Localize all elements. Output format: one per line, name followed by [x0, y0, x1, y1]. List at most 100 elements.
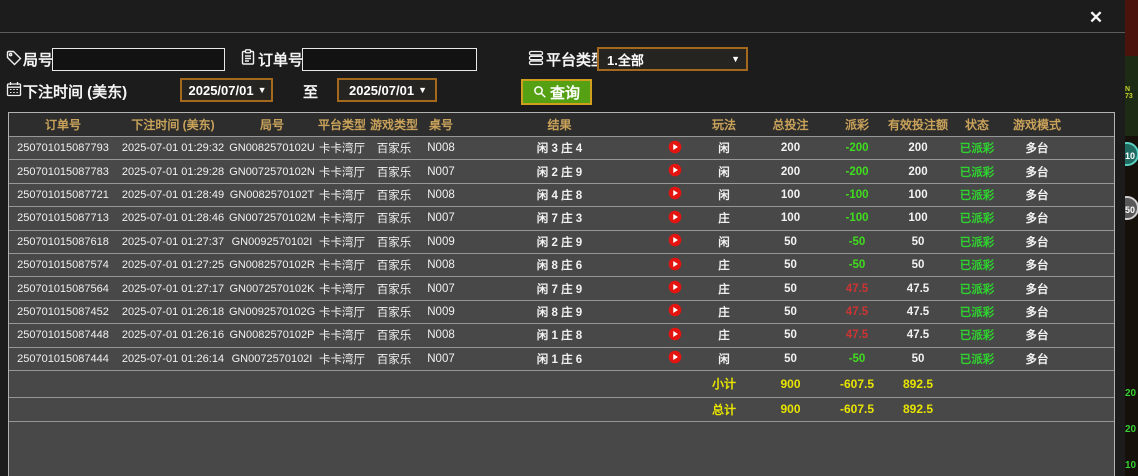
- cell-payout: 47.5: [845, 329, 869, 342]
- cell-game-type: 百家乐: [376, 213, 412, 226]
- cell-valid-bet: 200: [908, 165, 928, 178]
- cell-platform: 卡卡湾厅: [319, 213, 365, 226]
- col-result: 结果: [547, 118, 572, 132]
- cell-game-type: 百家乐: [376, 306, 412, 319]
- play-video-icon[interactable]: [668, 186, 682, 200]
- cell-game-mode: 多台: [1025, 260, 1049, 273]
- cell-total-bet: 50: [784, 259, 797, 272]
- cell-result: 闲 2 庄 9: [536, 166, 583, 179]
- background-olive-block: [1125, 56, 1138, 136]
- play-video-icon[interactable]: [668, 163, 682, 177]
- cell-result: 闲 1 庄 8: [536, 330, 583, 343]
- cell-table-no: N008: [427, 142, 455, 155]
- cell-total-bet: 50: [784, 305, 797, 318]
- cell-game-mode: 多台: [1025, 143, 1049, 156]
- cell-platform: 卡卡湾厅: [319, 236, 365, 249]
- cell-valid-bet: 200: [908, 142, 928, 155]
- cell-table-no: N007: [427, 282, 455, 295]
- query-button[interactable]: 查询: [521, 79, 592, 105]
- col-game-type: 游戏类型: [369, 118, 418, 132]
- cell-payout: 47.5: [845, 305, 869, 318]
- cell-payout: -200: [845, 142, 869, 155]
- close-icon[interactable]: ✕: [1088, 8, 1104, 27]
- cell-total-bet: 50: [784, 352, 797, 365]
- table-row: 250701015087721 2025-07-01 01:28:49 GN00…: [9, 184, 1114, 208]
- cell-order-no: 250701015087452: [17, 305, 109, 318]
- cell-total-bet: 100: [780, 188, 801, 201]
- cell-game-mode: 多台: [1025, 353, 1049, 366]
- cell-payout: -50: [848, 259, 866, 272]
- col-game-no: 局号: [259, 118, 284, 132]
- platform-list-icon: [528, 50, 544, 66]
- cell-play-method: 闲: [718, 353, 730, 366]
- cell-result: 闲 8 庄 9: [536, 306, 583, 319]
- cell-play-method: 庄: [718, 260, 730, 273]
- date-from-select[interactable]: 2025/07/01 ▼: [180, 78, 273, 102]
- date-to-label: 至: [303, 84, 319, 101]
- table-row: 250701015087783 2025-07-01 01:29:28 GN00…: [9, 160, 1114, 184]
- grand-total-payout: -607.5: [839, 402, 875, 417]
- cell-valid-bet: 100: [908, 188, 928, 201]
- cell-platform: 卡卡湾厅: [319, 189, 365, 202]
- grand-total-row: 总计 900 -607.5 892.5: [9, 398, 1114, 422]
- play-video-icon[interactable]: [668, 257, 682, 271]
- play-video-icon[interactable]: [668, 140, 682, 154]
- cell-order-no: 250701015087448: [17, 329, 109, 342]
- game-no-label: 局号: [23, 52, 54, 69]
- chip-50-icon: 50: [1125, 196, 1138, 220]
- col-status: 状态: [964, 118, 989, 132]
- table-row: 250701015087448 2025-07-01 01:26:16 GN00…: [9, 324, 1114, 348]
- cell-order-no: 250701015087793: [17, 142, 109, 155]
- cell-status: 已派彩: [959, 353, 995, 366]
- cell-platform: 卡卡湾厅: [319, 283, 365, 296]
- game-no-input[interactable]: [52, 48, 225, 71]
- cell-game-no: GN0092570102G: [229, 305, 315, 318]
- cell-game-mode: 多台: [1025, 189, 1049, 202]
- col-valid-bet: 有效投注额: [887, 118, 948, 132]
- cell-game-type: 百家乐: [376, 189, 412, 202]
- cell-result: 闲 7 庄 9: [536, 283, 583, 296]
- cell-status: 已派彩: [959, 330, 995, 343]
- subtotal-valid-bet: 892.5: [902, 376, 934, 391]
- platform-type-select[interactable]: 1.全部 ▼: [597, 47, 748, 71]
- cell-status: 已派彩: [959, 143, 995, 156]
- cell-table-no: N009: [427, 305, 455, 318]
- chevron-down-icon: ▼: [731, 54, 740, 64]
- cell-table-no: N008: [427, 259, 455, 272]
- col-total-bet: 总投注: [772, 118, 809, 132]
- play-video-icon[interactable]: [668, 280, 682, 294]
- cell-valid-bet: 47.5: [906, 305, 930, 318]
- table-row: 250701015087574 2025-07-01 01:27:25 GN00…: [9, 254, 1114, 278]
- cell-total-bet: 50: [784, 235, 797, 248]
- chip-10-icon: 10: [1125, 142, 1138, 166]
- table-row: 250701015087452 2025-07-01 01:26:18 GN00…: [9, 301, 1114, 325]
- grand-total-valid-bet: 892.5: [902, 402, 934, 417]
- cell-game-type: 百家乐: [376, 330, 412, 343]
- play-video-icon[interactable]: [668, 303, 682, 317]
- play-video-icon[interactable]: [668, 350, 682, 364]
- cell-game-no: GN0072570102K: [229, 282, 315, 295]
- table-row: 250701015087444 2025-07-01 01:26:14 GN00…: [9, 348, 1114, 371]
- cell-game-type: 百家乐: [376, 143, 412, 156]
- play-video-icon[interactable]: [668, 327, 682, 341]
- play-video-icon[interactable]: [668, 233, 682, 247]
- cell-game-no: GN0082570102T: [229, 188, 315, 201]
- cell-game-type: 百家乐: [376, 260, 412, 273]
- cell-game-mode: 多台: [1025, 330, 1049, 343]
- cell-total-bet: 200: [780, 165, 801, 178]
- cell-game-type: 百家乐: [376, 283, 412, 296]
- grand-total-label: 总计: [711, 402, 736, 417]
- cell-valid-bet: 50: [911, 235, 925, 248]
- date-to-select[interactable]: 2025/07/01 ▼: [337, 78, 437, 102]
- play-video-icon[interactable]: [668, 210, 682, 224]
- order-no-input[interactable]: [302, 48, 477, 71]
- cell-result: 闲 4 庄 8: [536, 189, 583, 202]
- col-payout: 派彩: [844, 118, 869, 132]
- calendar-icon: [6, 81, 22, 97]
- clipboard-icon: [240, 49, 256, 65]
- cell-order-no: 250701015087713: [17, 212, 109, 225]
- cell-play-method: 庄: [718, 213, 730, 226]
- cell-game-no: GN0072570102N: [229, 165, 315, 178]
